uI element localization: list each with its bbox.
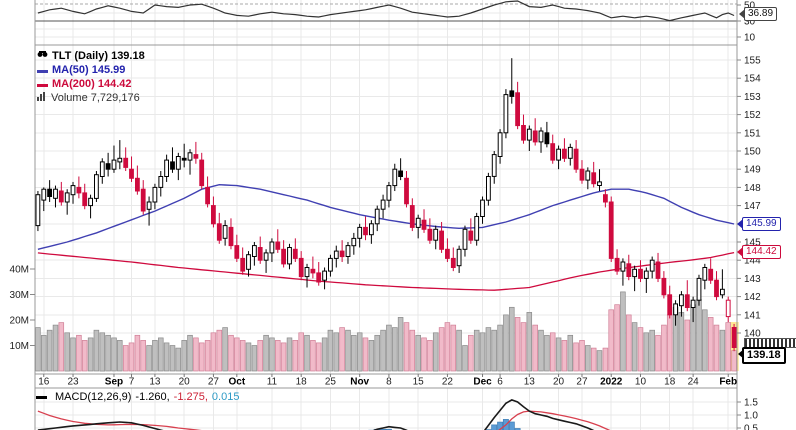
- volume-series: [35, 291, 737, 372]
- axis-label: 40M: [10, 265, 29, 276]
- axis-label: 152: [744, 110, 761, 121]
- axis-label: 150: [744, 147, 761, 158]
- last-price-badge: 139.18: [738, 347, 786, 364]
- axis-label: Nov: [350, 377, 369, 388]
- axis-label: 25: [325, 377, 337, 388]
- axis-label: 18: [296, 377, 308, 388]
- axis-label: 147: [744, 201, 761, 212]
- axis-label: 154: [744, 74, 761, 85]
- inspect-icon: [37, 50, 48, 64]
- ma50-label: MA(50) 145.99: [52, 64, 126, 77]
- macd-hist-value: 0.015: [211, 391, 240, 403]
- axis-label: 140: [744, 329, 761, 340]
- axis-label: 22: [442, 377, 454, 388]
- axis-label: 8: [386, 377, 392, 388]
- rsi-value-badge: 36.89: [738, 7, 778, 21]
- axis-label: 6: [497, 377, 503, 388]
- axis-label: 141: [744, 310, 761, 321]
- axis-label: 1.5: [744, 398, 758, 409]
- axis-label: 11: [267, 377, 278, 388]
- axis-label: Dec: [473, 377, 492, 388]
- axis-label: 23: [67, 377, 79, 388]
- rsi-axis-labels: 50 30 10: [737, 1, 756, 44]
- volume-label: Volume 7,729,176: [51, 92, 140, 105]
- axis-label: 30M: [10, 290, 29, 301]
- macd-axis-labels: 1.5 1.0 0.5: [737, 398, 758, 430]
- macd-line-icon: [36, 395, 47, 399]
- axis-label: 20M: [10, 316, 29, 327]
- axis-label: 15: [413, 377, 425, 388]
- axis-label: 27: [208, 377, 220, 388]
- axis-label: Feb: [719, 377, 737, 388]
- ma50-line: [37, 183, 735, 250]
- ma200-label: MA(200) 144.42: [52, 78, 132, 91]
- axis-label: 20: [179, 377, 191, 388]
- axis-label: 155: [744, 56, 761, 67]
- axis-label: 27: [576, 377, 588, 388]
- axis-label: 1.0: [744, 411, 758, 422]
- price-legend: TLT (Daily) 139.18 MA(50) 145.99 MA(200)…: [37, 50, 145, 106]
- axis-label: Oct: [228, 377, 245, 388]
- macd-value: -1.260,: [135, 391, 170, 403]
- macd-line: [37, 399, 595, 430]
- rsi-reference-lines: [35, 3, 737, 22]
- panel-borders: [34, 0, 738, 430]
- macd-signal-value: -1.275,: [173, 391, 208, 403]
- axis-label: 50: [744, 1, 756, 12]
- axis-label: 143: [744, 274, 761, 285]
- axis-label: 144: [744, 256, 761, 267]
- axis-label: 2022: [600, 377, 623, 388]
- horizontal-gridlines: [35, 12, 737, 429]
- axis-label: 0.5: [744, 424, 758, 430]
- macd-signal-line: [37, 410, 611, 430]
- candlestick-series: [35, 58, 737, 352]
- axis-label: 149: [744, 165, 761, 176]
- volume-legend-row: Volume 7,729,176: [37, 92, 145, 106]
- axis-label: 16: [38, 377, 50, 388]
- axis-label: 153: [744, 92, 761, 103]
- ma50-legend-row: MA(50) 145.99: [37, 64, 145, 78]
- axis-label: 7: [129, 377, 135, 388]
- axis-label: 10: [635, 377, 647, 388]
- macd-legend: MACD(12,26,9) -1.260, -1.275, 0.015: [36, 391, 239, 403]
- ma200-line-icon: [37, 83, 48, 87]
- axis-label: Sep: [105, 377, 123, 388]
- ma50-line-icon: [37, 69, 48, 73]
- axis-label: 24: [688, 377, 700, 388]
- ma200-legend-row: MA(200) 144.42: [37, 78, 145, 92]
- rsi-line: [37, 0, 735, 22]
- ma200-value-badge: 144.42: [737, 245, 781, 259]
- axis-label: 142: [744, 292, 761, 303]
- symbol-legend-row: TLT (Daily) 139.18: [37, 50, 145, 64]
- price-axis-labels: 155 154 153 152 151 150 149 148 147 145 144 143 142 1…: [737, 56, 761, 340]
- ma50-value-badge: 145.99: [737, 217, 781, 231]
- axis-label: 20: [553, 377, 565, 388]
- axis-label: 10M: [10, 341, 29, 352]
- axis-label: 148: [744, 183, 761, 194]
- axis-label: 18: [664, 377, 676, 388]
- axis-label: 13: [149, 377, 161, 388]
- axis-label: 151: [744, 128, 761, 139]
- symbol-title: TLT (Daily) 139.18: [52, 50, 145, 63]
- volume-bars-icon: [37, 92, 47, 106]
- axis-label: 10: [744, 33, 756, 44]
- macd-label: MACD(12,26,9): [55, 391, 132, 403]
- axis-label: 30: [744, 17, 756, 28]
- volume-axis-labels: 40M 30M 20M 10M: [10, 265, 35, 352]
- axis-label: 145: [744, 238, 761, 249]
- axis-label: 13: [524, 377, 536, 388]
- x-axis-labels: 16 23 Sep 7 13 20 27 Oct 11 18 25 Nov 8 15 22 Dec 6 13 20 2…: [38, 374, 737, 388]
